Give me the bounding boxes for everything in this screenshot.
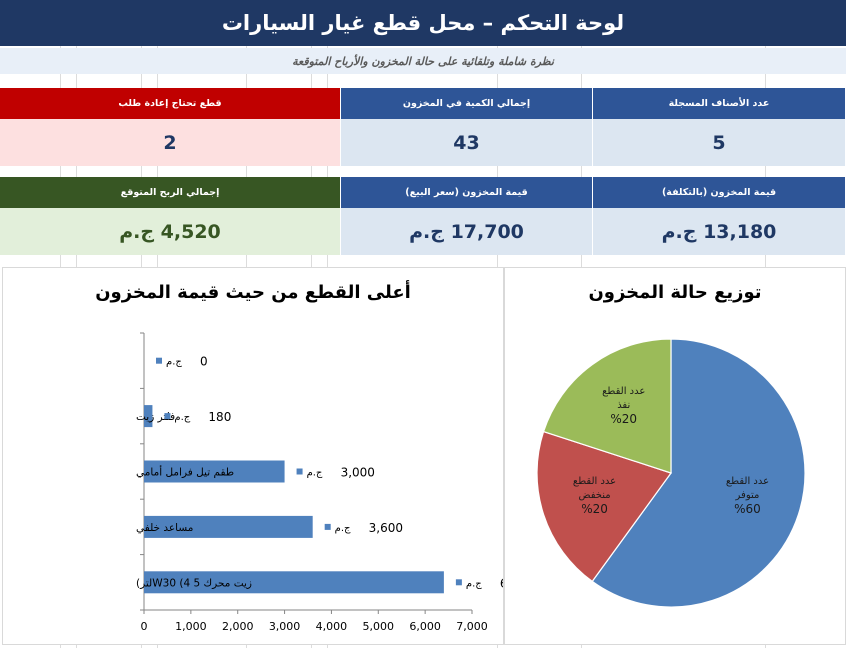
data-label-value: 3,600 <box>369 521 403 535</box>
x-tick-label: 1,000 <box>175 620 207 633</box>
kpi-value-expected-profit: 4,520 ج.م <box>0 208 341 255</box>
bar-chart-panel[interactable]: أعلى القطع من حيث قيمة المخزون 0 1,000 2,0… <box>2 267 504 645</box>
pie-chart-panel[interactable]: توزيع حالة المخزون عدد القطع متوفر %60 عدد … <box>504 267 846 645</box>
pie-label-percent: %20 <box>581 502 608 516</box>
pie-slice <box>591 338 806 608</box>
x-tick-label: 4,000 <box>316 620 348 633</box>
x-tick-label: 2,000 <box>222 620 254 633</box>
data-label-currency: ج.م <box>166 357 182 368</box>
category-label: طقم تيل فرامل أمامي <box>136 465 234 479</box>
data-label-currency: ج.م <box>174 412 190 423</box>
bar <box>144 405 153 428</box>
kpi-label-items-count: عدد الأصناف المسجلة <box>593 88 846 119</box>
kpi-value-reorder: 2 <box>0 119 341 166</box>
kpi-label-expected-profit: إجمالي الربح المتوقع <box>0 177 341 208</box>
pie-label-line1: عدد القطع <box>602 386 645 397</box>
bar <box>144 460 285 483</box>
pie-label-line2: منخفض <box>578 490 610 501</box>
x-tick-label: 6,000 <box>409 620 441 633</box>
data-label-value: 6,400 <box>500 576 503 590</box>
pie-chart-title: توزيع حالة المخزون <box>588 282 762 303</box>
bar <box>144 571 444 594</box>
pie-slice <box>542 338 672 474</box>
pie-label-percent: %20 <box>610 412 637 426</box>
pie-label-line1: عدد القطع <box>573 476 616 487</box>
x-tick-label: 0 <box>141 620 148 633</box>
data-label-marker <box>164 413 171 420</box>
dashboard-title: لوحة التحكم – محل قطع غيار السيارات <box>0 0 846 46</box>
data-label-marker <box>296 468 303 475</box>
kpi-label-sale-value: قيمة المخزون (سعر البيع) <box>341 177 593 208</box>
kpi-label-total-quantity: إجمالي الكمية في المخزون <box>341 88 593 119</box>
x-tick-label: 5,000 <box>363 620 395 633</box>
category-label: زيت محرك 5 4) W30لتر) <box>136 577 252 589</box>
kpi-value-items-count: 5 <box>593 119 846 166</box>
data-label-value: 0 <box>200 355 208 369</box>
pie-slice <box>536 430 672 583</box>
pie-label-line1: عدد القطع <box>726 476 769 487</box>
data-label-currency: ج.م <box>307 468 323 479</box>
data-label-value: 3,000 <box>341 466 375 480</box>
dashboard-subtitle: نظرة شاملة وتلقائية على حالة المخزون وال… <box>0 48 846 74</box>
data-label-currency: ج.م <box>466 578 482 589</box>
kpi-label-cost-value: قيمة المخزون (بالتكلفة) <box>593 177 846 208</box>
x-tick-label: 3,000 <box>269 620 301 633</box>
bar-chart-title: أعلى القطع من حيث قيمة المخزون <box>95 282 411 303</box>
pie-label-line2: متوفر <box>735 490 760 501</box>
bar-chart: 0 1,000 2,000 3,000 4,000 5,000 6,000 7,000 ج.م 0… <box>136 332 503 633</box>
pie-label-percent: %60 <box>734 502 761 516</box>
data-label-currency: ج.م <box>335 523 351 534</box>
data-label-marker <box>455 579 462 586</box>
kpi-value-total-quantity: 43 <box>341 119 593 166</box>
category-label: مساعد خلفي <box>136 522 193 534</box>
x-tick-label: 7,000 <box>456 620 488 633</box>
data-label-marker <box>324 523 331 530</box>
kpi-value-cost-value: 13,180 ج.م <box>593 208 846 255</box>
bar <box>144 515 313 538</box>
pie-label-line2: نفذ <box>617 400 630 411</box>
kpi-value-sale-value: 17,700 ج.م <box>341 208 593 255</box>
data-label-value: 180 <box>208 410 231 424</box>
data-label-marker <box>156 357 162 364</box>
kpi-label-reorder: قطع تحتاج إعادة طلب <box>0 88 341 119</box>
